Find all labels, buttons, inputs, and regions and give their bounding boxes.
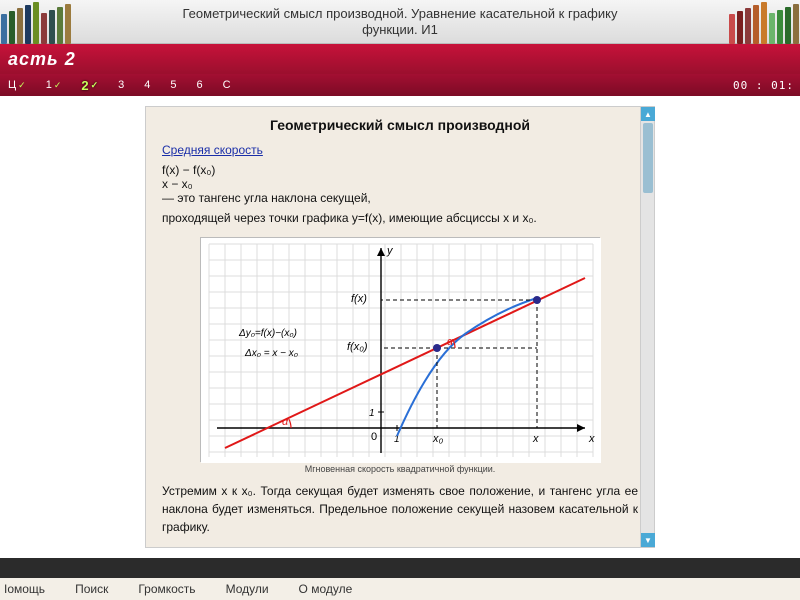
- book-spine: [777, 10, 783, 44]
- book-spine: [793, 4, 799, 44]
- content-area: Геометрический смысл производной Средняя…: [0, 96, 800, 558]
- chart-caption: Мгновенная скорость квадратичной функции…: [162, 464, 638, 474]
- content-panel: Геометрический смысл производной Средняя…: [145, 106, 655, 548]
- book-spine: [729, 14, 735, 44]
- nav-item-1[interactable]: 1✓: [46, 79, 62, 91]
- book-spine: [769, 13, 775, 44]
- svg-text:f(x): f(x): [351, 293, 367, 305]
- chart: xy011ααf(x)f(x₀)x₀xΔy₀=f(x)−(x₀)Δx₀ = x …: [200, 237, 600, 462]
- average-speed-link[interactable]: Средняя скорость: [162, 143, 263, 157]
- book-spine: [785, 7, 791, 44]
- book-spine: [49, 10, 55, 44]
- timer: 00 : 01:: [733, 79, 794, 92]
- book-spine: [17, 8, 23, 44]
- book-spine: [9, 11, 15, 44]
- check-icon: ✓: [91, 80, 99, 91]
- book-spine: [745, 8, 751, 44]
- svg-text:x: x: [532, 433, 539, 445]
- formula-numerator: f(x) − f(x₀): [162, 163, 638, 177]
- book-spine: [33, 2, 39, 44]
- book-spine: [737, 11, 743, 44]
- footer-item[interactable]: Громкость: [138, 582, 195, 596]
- books-decor-right: [728, 0, 800, 44]
- book-spine: [25, 5, 31, 44]
- book-spine: [753, 5, 759, 44]
- nav-item-Ц[interactable]: Ц✓: [8, 79, 26, 91]
- question-nav: Ц✓ 1✓ 2✓ 3 4 5 6 С 00 : 01:: [0, 74, 800, 96]
- book-spine: [761, 2, 767, 44]
- part-banner: асть 2: [0, 44, 800, 74]
- nav-item-6[interactable]: 6: [197, 79, 203, 91]
- svg-text:1: 1: [369, 408, 375, 419]
- scroll-down-button[interactable]: ▼: [641, 533, 655, 547]
- page-title-line1: Геометрический смысл производной. Уравне…: [183, 6, 618, 21]
- paragraph-2: проходящей через точки графика y=f(x), и…: [162, 209, 638, 227]
- book-spine: [65, 4, 71, 44]
- paragraph-1: Средняя скорость: [162, 141, 638, 159]
- svg-text:x: x: [588, 433, 595, 445]
- svg-text:0: 0: [371, 431, 377, 443]
- footer-item[interactable]: Іомощь: [4, 582, 45, 596]
- svg-text:x₀: x₀: [432, 433, 444, 445]
- footer-item[interactable]: О модуле: [299, 582, 353, 596]
- svg-text:α: α: [282, 416, 289, 428]
- page-title-line2: функции. И1: [362, 22, 438, 37]
- scroll-up-button[interactable]: ▲: [641, 107, 655, 121]
- svg-text:f(x₀): f(x₀): [347, 341, 368, 353]
- formula-denominator: x − x₀: [162, 177, 638, 191]
- scroll-thumb[interactable]: [643, 123, 653, 193]
- footer-item[interactable]: Модули: [226, 582, 269, 596]
- chart-svg: xy011ααf(x)f(x₀)x₀xΔy₀=f(x)−(x₀)Δx₀ = x …: [201, 238, 601, 463]
- footer-bar: Іомощь Поиск Громкость Модули О модуле: [0, 578, 800, 600]
- books-decor-left: [0, 0, 72, 44]
- check-icon: ✓: [18, 80, 26, 91]
- book-spine: [41, 13, 47, 44]
- nav-item-С[interactable]: С: [223, 79, 231, 91]
- paragraph-1-tail: — это тангенс угла наклона секущей,: [162, 191, 371, 205]
- svg-text:α: α: [447, 336, 454, 348]
- book-spine: [57, 7, 63, 44]
- nav-item-2[interactable]: 2✓: [81, 78, 98, 93]
- paragraph-3: Устремим x к x₀. Тогда секущая будет изм…: [162, 482, 638, 536]
- separator-dark: [0, 558, 800, 578]
- check-icon: ✓: [54, 80, 62, 91]
- content-heading: Геометрический смысл производной: [162, 117, 638, 133]
- svg-text:Δx₀ = x − x₀: Δx₀ = x − x₀: [244, 348, 298, 359]
- scrollbar-vertical[interactable]: ▲ ▼: [640, 107, 654, 547]
- book-spine: [1, 14, 7, 44]
- footer-item[interactable]: Поиск: [75, 582, 108, 596]
- page-title: Геометрический смысл производной. Уравне…: [183, 6, 618, 37]
- part-label: асть 2: [8, 49, 76, 70]
- nav-item-3[interactable]: 3: [118, 79, 124, 91]
- nav-item-4[interactable]: 4: [144, 79, 150, 91]
- header-bar: Геометрический смысл производной. Уравне…: [0, 0, 800, 44]
- svg-text:Δy₀=f(x)−(x₀): Δy₀=f(x)−(x₀): [238, 328, 297, 339]
- nav-item-5[interactable]: 5: [170, 79, 176, 91]
